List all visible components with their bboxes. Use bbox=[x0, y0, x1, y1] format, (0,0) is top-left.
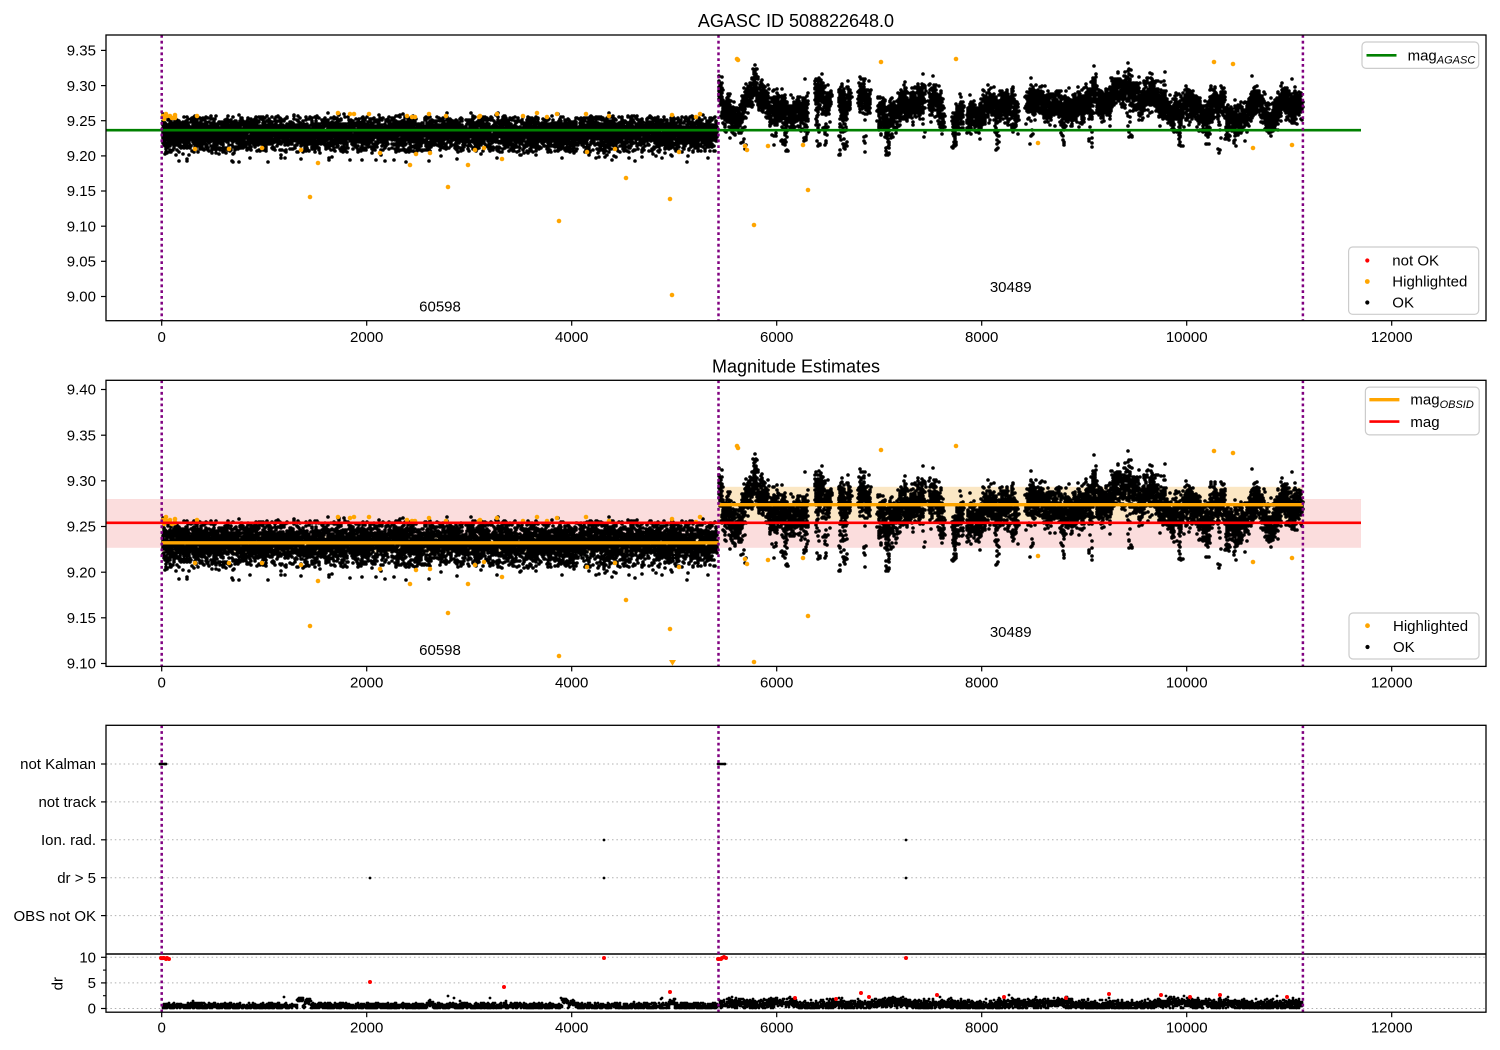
svg-text:9.05: 9.05 bbox=[67, 254, 96, 271]
svg-text:2000: 2000 bbox=[350, 1020, 383, 1037]
svg-text:4000: 4000 bbox=[555, 674, 588, 691]
svg-text:9.15: 9.15 bbox=[67, 183, 96, 200]
svg-text:not Kalman: not Kalman bbox=[20, 756, 96, 773]
svg-text:8000: 8000 bbox=[965, 1020, 998, 1037]
svg-text:2000: 2000 bbox=[350, 674, 383, 691]
svg-text:0: 0 bbox=[158, 674, 166, 691]
svg-text:OBS not OK: OBS not OK bbox=[13, 908, 96, 925]
svg-text:8000: 8000 bbox=[965, 674, 998, 691]
svg-text:60598: 60598 bbox=[419, 299, 461, 316]
svg-text:60598: 60598 bbox=[419, 642, 461, 659]
svg-text:6000: 6000 bbox=[760, 1020, 793, 1037]
svg-text:9.20: 9.20 bbox=[67, 148, 96, 165]
svg-text:9.10: 9.10 bbox=[67, 656, 96, 673]
svg-text:30489: 30489 bbox=[990, 279, 1032, 296]
svg-text:9.00: 9.00 bbox=[67, 289, 96, 306]
svg-text:not OK: not OK bbox=[1392, 253, 1439, 270]
svg-text:5: 5 bbox=[88, 975, 96, 992]
svg-text:9.10: 9.10 bbox=[67, 218, 96, 235]
svg-text:8000: 8000 bbox=[965, 329, 998, 346]
svg-text:12000: 12000 bbox=[1371, 1020, 1413, 1037]
svg-text:9.20: 9.20 bbox=[67, 564, 96, 581]
svg-text:Highlighted: Highlighted bbox=[1393, 618, 1468, 635]
svg-text:9.30: 9.30 bbox=[67, 78, 96, 95]
svg-text:2000: 2000 bbox=[350, 329, 383, 346]
svg-text:9.25: 9.25 bbox=[67, 113, 96, 130]
svg-text:OK: OK bbox=[1393, 639, 1415, 656]
svg-text:10000: 10000 bbox=[1166, 674, 1208, 691]
svg-text:4000: 4000 bbox=[555, 1020, 588, 1037]
svg-text:10000: 10000 bbox=[1166, 1020, 1208, 1037]
svg-text:Highlighted: Highlighted bbox=[1392, 274, 1467, 291]
svg-text:Ion. rad.: Ion. rad. bbox=[41, 832, 96, 849]
svg-text:not track: not track bbox=[38, 794, 96, 811]
svg-text:dr > 5: dr > 5 bbox=[57, 870, 96, 887]
svg-text:9.35: 9.35 bbox=[67, 43, 96, 60]
svg-text:9.25: 9.25 bbox=[67, 519, 96, 536]
svg-text:9.15: 9.15 bbox=[67, 610, 96, 627]
svg-text:0: 0 bbox=[158, 329, 166, 346]
svg-text:AGASC ID 508822648.0: AGASC ID 508822648.0 bbox=[698, 11, 894, 31]
svg-text:mag: mag bbox=[1410, 414, 1439, 431]
svg-text:9.40: 9.40 bbox=[67, 382, 96, 399]
svg-text:4000: 4000 bbox=[555, 329, 588, 346]
svg-text:6000: 6000 bbox=[760, 674, 793, 691]
svg-text:12000: 12000 bbox=[1371, 329, 1413, 346]
svg-text:30489: 30489 bbox=[990, 624, 1032, 641]
svg-text:6000: 6000 bbox=[760, 329, 793, 346]
svg-text:9.30: 9.30 bbox=[67, 473, 96, 490]
svg-text:9.35: 9.35 bbox=[67, 427, 96, 444]
svg-text:dr: dr bbox=[50, 977, 67, 990]
svg-text:10: 10 bbox=[79, 950, 96, 967]
svg-text:Magnitude Estimates: Magnitude Estimates bbox=[712, 357, 880, 377]
svg-text:10000: 10000 bbox=[1166, 329, 1208, 346]
svg-text:0: 0 bbox=[88, 1001, 96, 1018]
svg-text:0: 0 bbox=[158, 1020, 166, 1037]
svg-text:OK: OK bbox=[1392, 295, 1414, 312]
svg-text:12000: 12000 bbox=[1371, 674, 1413, 691]
